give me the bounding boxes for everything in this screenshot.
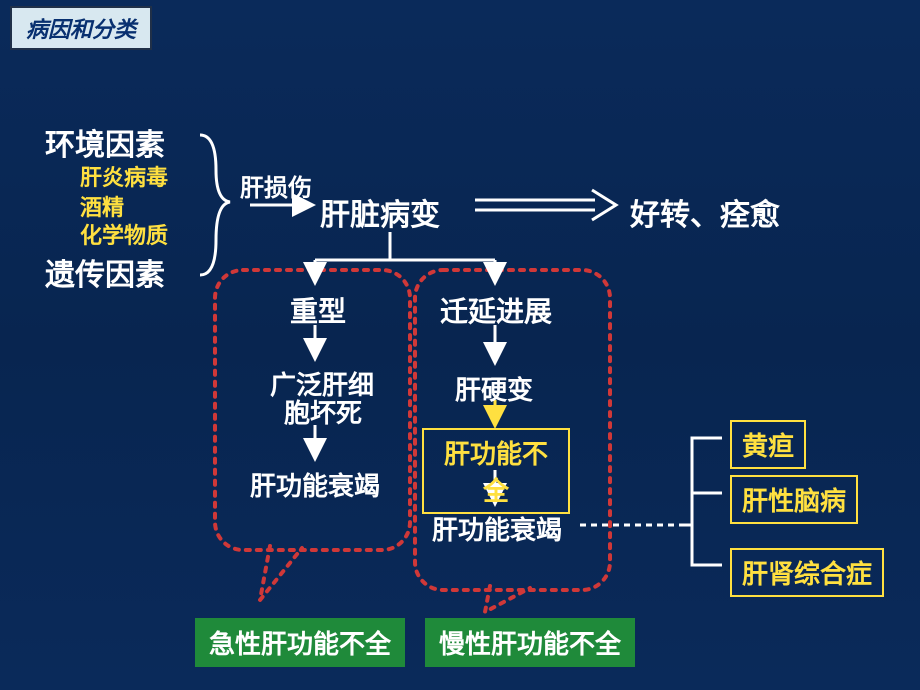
node-recovery: 好转、痊愈 <box>630 190 780 234</box>
node-liver-lesion: 肝脏病变 <box>320 190 440 234</box>
bracket-outcomes <box>680 438 722 565</box>
node-env-factor: 环境因素 <box>45 120 165 164</box>
node-prolonged: 迁延进展 <box>440 290 552 330</box>
node-necrosis-line2: 胞坏死 <box>284 393 362 430</box>
title-tab: 病因和分类 <box>10 6 152 50</box>
node-genetic: 遗传因素 <box>45 250 165 294</box>
node-cirrhosis: 肝硬变 <box>455 370 533 407</box>
node-severe: 重型 <box>290 290 346 330</box>
node-jaundice: 黄疸 <box>730 420 806 469</box>
node-virus: 肝炎病毒 <box>80 160 168 192</box>
double-arrow-recovery <box>475 190 616 220</box>
node-hep-enceph: 肝性脑病 <box>730 475 858 524</box>
node-liver-injury: 肝损伤 <box>240 168 312 203</box>
node-lf-insuf: 肝功能不全 <box>422 428 570 514</box>
node-chronic-box: 慢性肝功能不全 <box>425 618 635 667</box>
node-fail-left: 肝功能衰竭 <box>250 466 380 503</box>
node-acute-box: 急性肝功能不全 <box>195 618 405 667</box>
node-chemical: 化学物质 <box>80 218 168 250</box>
node-hep-renal: 肝肾综合症 <box>730 548 884 597</box>
brace-causes <box>200 135 230 275</box>
node-fail-right: 肝功能衰竭 <box>432 510 562 547</box>
